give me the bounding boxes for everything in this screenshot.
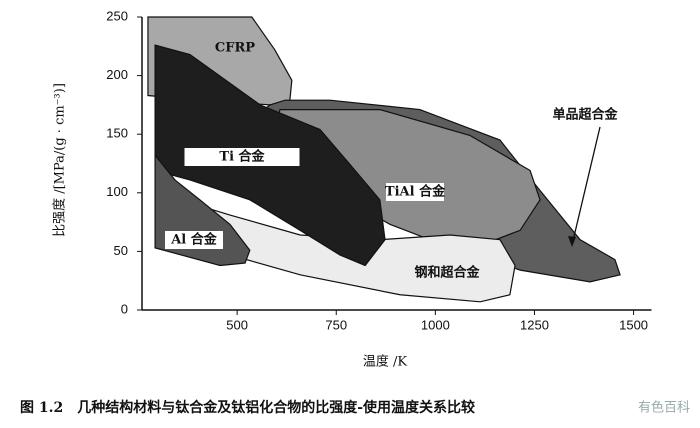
y-tick-label: 0 (121, 301, 128, 316)
region-label: CFRP (215, 41, 255, 56)
y-tick-label: 200 (106, 67, 128, 82)
label-box (165, 231, 223, 249)
region-label: Ti 合金 (219, 149, 265, 165)
x-tick-label: 1000 (421, 317, 450, 332)
y-tick-label: 50 (114, 243, 128, 258)
annotation: 单品超合金 (552, 107, 618, 123)
arrow-head (568, 236, 576, 247)
region-label: Al 合金 (170, 232, 218, 248)
y-tick-label: 100 (106, 184, 128, 199)
label-box (386, 183, 444, 201)
region-label: TiAl 合金 (385, 184, 446, 200)
x-tick-label: 1500 (619, 317, 648, 332)
annotation-arrow (571, 126, 601, 246)
y-tick-label: 250 (106, 8, 128, 23)
y-axis-label: 比强度 /[MPa/(g · cm⁻³)] (52, 83, 68, 237)
x-tick-label: 750 (325, 317, 347, 332)
x-tick-label: 1250 (520, 317, 549, 332)
region-label: 钢和超合金 (414, 265, 480, 281)
x-tick-label: 500 (226, 317, 248, 332)
watermark: 有色百科 (638, 400, 690, 416)
caption: 图 1.2 几种结构材料与钛合金及钛铝化合物的比强度-使用温度关系比较 (20, 399, 475, 416)
x-axis-label: 温度 /K (363, 354, 408, 370)
y-tick-label: 150 (106, 126, 128, 141)
label-box (184, 148, 300, 166)
